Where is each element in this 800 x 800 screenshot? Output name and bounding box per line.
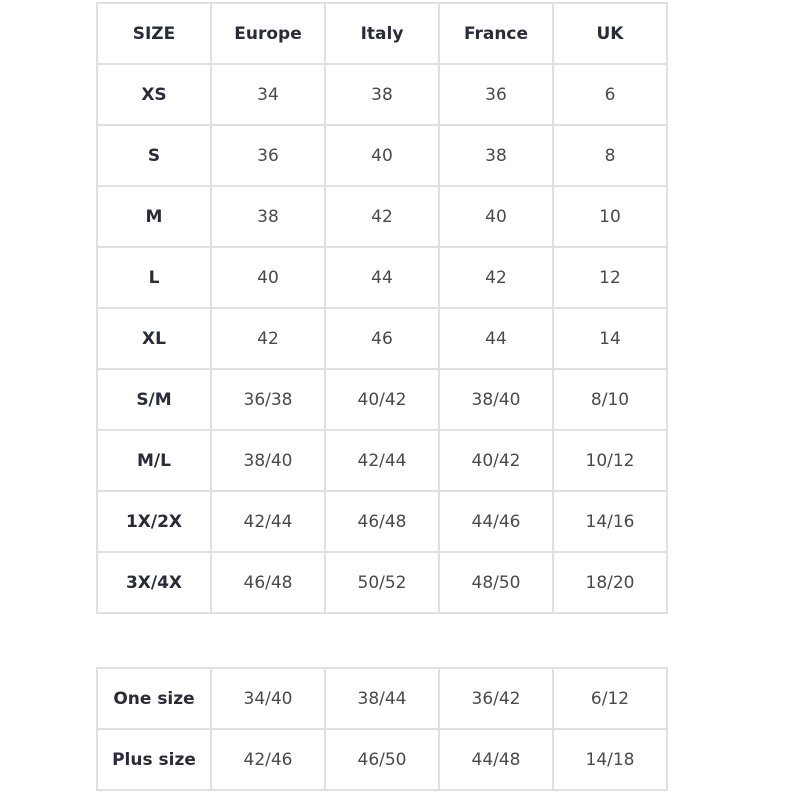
size-label-cell: XS: [96, 63, 212, 126]
size-value-cell: 42: [210, 307, 326, 370]
size-value-cell: 36/42: [438, 667, 554, 730]
size-value-cell: 38: [438, 124, 554, 187]
size-label-cell: L: [96, 246, 212, 309]
size-value-cell: 6: [552, 63, 668, 126]
size-value-cell: 44: [324, 246, 440, 309]
table-row: S 36 40 38 8: [96, 124, 668, 187]
size-value-cell: 6/12: [552, 667, 668, 730]
size-value-cell: 36/38: [210, 368, 326, 431]
size-chart-table: SIZE Europe Italy France UK XS 34 38 36 6 S 36 40 38 8…: [96, 2, 668, 614]
size-label-cell: Plus size: [96, 728, 212, 791]
table-row: S/M 36/38 40/42 38/40 8/10: [96, 368, 668, 431]
table-row: 3X/4X 46/48 50/52 48/50 18/20: [96, 551, 668, 614]
column-header: SIZE: [96, 2, 212, 65]
size-value-cell: 44: [438, 307, 554, 370]
size-value-cell: 18/20: [552, 551, 668, 614]
table-row: One size 34/40 38/44 36/42 6/12: [96, 667, 668, 730]
size-label-cell: 3X/4X: [96, 551, 212, 614]
column-header: Italy: [324, 2, 440, 65]
size-value-cell: 46: [324, 307, 440, 370]
size-value-cell: 44/46: [438, 490, 554, 553]
column-header: Europe: [210, 2, 326, 65]
size-value-cell: 40/42: [324, 368, 440, 431]
size-value-cell: 12: [552, 246, 668, 309]
size-value-cell: 14: [552, 307, 668, 370]
table-row: Plus size 42/46 46/50 44/48 14/18: [96, 728, 668, 791]
column-header: UK: [552, 2, 668, 65]
size-value-cell: 34: [210, 63, 326, 126]
size-label-cell: S: [96, 124, 212, 187]
size-value-cell: 48/50: [438, 551, 554, 614]
table-row: XL 42 46 44 14: [96, 307, 668, 370]
size-value-cell: 8/10: [552, 368, 668, 431]
header-row: SIZE Europe Italy France UK: [96, 2, 668, 65]
size-value-cell: 36: [210, 124, 326, 187]
size-value-cell: 46/48: [324, 490, 440, 553]
size-value-cell: 42/44: [324, 429, 440, 492]
size-value-cell: 42/46: [210, 728, 326, 791]
size-value-cell: 36: [438, 63, 554, 126]
size-value-cell: 40: [210, 246, 326, 309]
size-label-cell: M: [96, 185, 212, 248]
size-label-cell: 1X/2X: [96, 490, 212, 553]
size-label-cell: S/M: [96, 368, 212, 431]
size-value-cell: 44/48: [438, 728, 554, 791]
size-value-cell: 10/12: [552, 429, 668, 492]
size-value-cell: 10: [552, 185, 668, 248]
size-value-cell: 14/18: [552, 728, 668, 791]
size-value-cell: 38: [210, 185, 326, 248]
size-value-cell: 42/44: [210, 490, 326, 553]
size-value-cell: 38/44: [324, 667, 440, 730]
size-label-cell: XL: [96, 307, 212, 370]
size-value-cell: 50/52: [324, 551, 440, 614]
size-value-cell: 42: [324, 185, 440, 248]
size-value-cell: 42: [438, 246, 554, 309]
size-value-cell: 38/40: [210, 429, 326, 492]
size-value-cell: 38/40: [438, 368, 554, 431]
column-header: France: [438, 2, 554, 65]
size-value-cell: 40: [324, 124, 440, 187]
table-row: XS 34 38 36 6: [96, 63, 668, 126]
size-value-cell: 46/50: [324, 728, 440, 791]
table-row: 1X/2X 42/44 46/48 44/46 14/16: [96, 490, 668, 553]
size-value-cell: 38: [324, 63, 440, 126]
size-label-cell: M/L: [96, 429, 212, 492]
size-value-cell: 40/42: [438, 429, 554, 492]
size-label-cell: One size: [96, 667, 212, 730]
size-value-cell: 14/16: [552, 490, 668, 553]
size-value-cell: 34/40: [210, 667, 326, 730]
size-value-cell: 40: [438, 185, 554, 248]
table-row: M/L 38/40 42/44 40/42 10/12: [96, 429, 668, 492]
table-row: L 40 44 42 12: [96, 246, 668, 309]
special-size-table: One size 34/40 38/44 36/42 6/12 Plus size 42/4…: [96, 667, 668, 791]
table-row: M 38 42 40 10: [96, 185, 668, 248]
size-value-cell: 46/48: [210, 551, 326, 614]
size-value-cell: 8: [552, 124, 668, 187]
